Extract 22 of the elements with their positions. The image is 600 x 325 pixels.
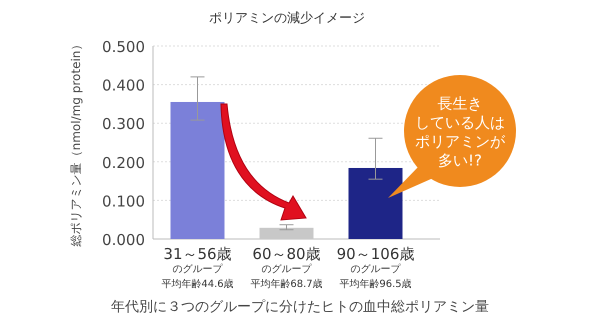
text: のグループ [350,263,402,275]
text: 年代別に３つのグループに分けたヒトの血中総ポリアミン量 [111,299,489,315]
x-tick-label: 90～106歳 [336,245,414,263]
y-tick-label: 0.000 [102,231,145,249]
annotation: している人は [415,114,505,132]
chart-title: ポリアミンの減少イメージ [209,11,365,26]
y-tick-label: 0.300 [102,115,145,134]
x-tick-label: 31～56歳 [163,245,232,263]
annotation: 長生き [438,94,482,112]
text: のグループ [262,263,312,275]
y-tick-label: 0.400 [102,76,145,95]
text: 平均年齢44.6歳 [161,278,234,290]
text: 平均年齢96.5歳 [339,278,412,290]
annotation: 多い!? [438,152,482,170]
text: 平均年齢68.7歳 [250,278,323,290]
x-tick-label: 60～80歳 [252,245,321,263]
y-axis-title: 総ポリアミン量（nmol/mg protein） [69,38,83,248]
text: のグループ [172,263,224,275]
y-tick-label: 0.100 [102,192,145,210]
y-tick-label: 0.500 [102,38,145,56]
y-tick-label: 0.200 [102,154,145,172]
annotation: ポリアミンが [415,132,506,150]
